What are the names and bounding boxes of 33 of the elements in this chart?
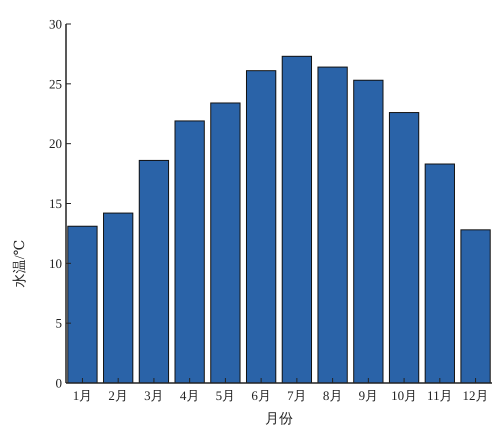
y-tick-label: 15	[49, 196, 62, 212]
x-tick-label: 1月	[72, 388, 92, 403]
x-axis-title: 月份	[265, 411, 293, 427]
bar	[174, 120, 205, 384]
y-axis-title: 水温/℃	[12, 240, 28, 288]
x-tick-label: 8月	[322, 388, 342, 403]
x-tick-label: 7月	[287, 388, 307, 403]
y-tick-label: 30	[49, 16, 62, 32]
bar	[353, 80, 384, 384]
x-tick-label: 4月	[180, 388, 200, 403]
bar	[282, 56, 312, 384]
x-tick-label: 9月	[358, 388, 378, 403]
bar	[460, 229, 491, 384]
bar	[210, 102, 241, 384]
x-tick-label: 6月	[251, 388, 271, 403]
y-tick-label: 0	[56, 376, 62, 391]
bar	[138, 160, 170, 384]
x-tick-label: 3月	[144, 388, 164, 403]
bar	[424, 164, 455, 384]
x-tick-label: 11月	[427, 388, 453, 403]
bar	[103, 212, 134, 384]
x-tick-label: 2月	[108, 388, 128, 403]
bar	[246, 70, 276, 384]
y-tick-label: 10	[49, 256, 62, 271]
bar	[317, 66, 348, 384]
x-tick-label: 10月	[391, 388, 418, 403]
bar	[67, 226, 98, 384]
y-tick-label: 25	[49, 76, 62, 92]
x-tick-label: 5月	[216, 388, 236, 403]
y-tick-label: 20	[49, 136, 62, 152]
bar	[388, 112, 420, 384]
x-tick-label: 12月	[462, 388, 489, 403]
y-tick-label: 5	[56, 316, 62, 331]
